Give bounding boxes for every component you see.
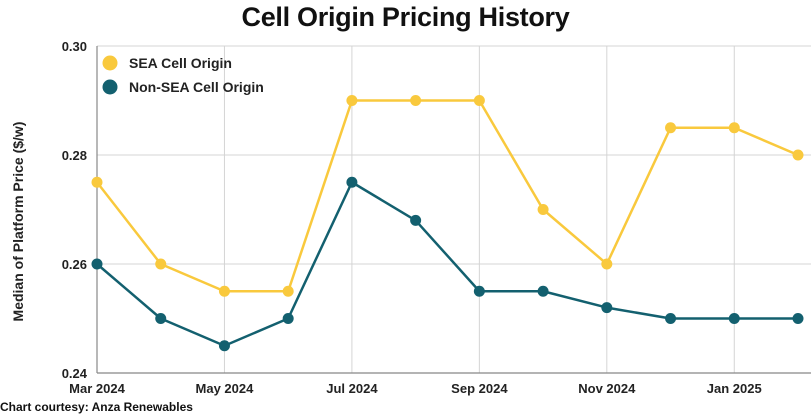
series-group — [91, 95, 804, 352]
x-tick-label: Sep 2024 — [451, 381, 508, 396]
data-point — [728, 313, 740, 324]
legend-label: Non-SEA Cell Origin — [129, 79, 264, 95]
data-point — [665, 122, 677, 134]
data-point — [346, 176, 358, 188]
x-tick-label: Nov 2024 — [578, 381, 636, 396]
grid-lines — [96, 45, 811, 374]
x-tick-label: Jan 2025 — [707, 381, 762, 396]
chart-credit: Chart courtesy: Anza Renewables — [0, 400, 193, 414]
series-line — [96, 181, 798, 347]
data-point — [601, 258, 613, 270]
data-point — [282, 285, 294, 297]
data-point — [792, 313, 804, 324]
data-point — [665, 313, 677, 324]
data-point — [537, 204, 549, 215]
data-point — [155, 313, 167, 324]
y-tick-label: 0.24 — [62, 366, 88, 381]
series-line — [96, 99, 799, 293]
data-point — [728, 122, 740, 134]
data-point — [346, 95, 358, 106]
legend: SEA Cell Origin Non-SEA Cell Origin — [102, 55, 264, 95]
x-tick-label: Jul 2024 — [326, 381, 378, 396]
data-point — [601, 302, 613, 314]
legend-marker — [102, 79, 118, 95]
y-tick-label: 0.28 — [62, 148, 87, 163]
legend-marker — [102, 55, 118, 71]
y-axis-label: Median of Platform Price ($/w) — [10, 122, 26, 322]
data-point — [155, 258, 167, 270]
data-point — [473, 95, 485, 106]
y-tick-label: 0.26 — [62, 257, 87, 272]
y-tick-label: 0.30 — [62, 39, 87, 54]
legend-label: SEA Cell Origin — [129, 55, 232, 71]
data-point — [792, 149, 804, 161]
data-point — [473, 285, 485, 297]
data-point — [410, 95, 422, 106]
axes: 0.24 0.26 0.28 0.30 Mar 2024 May 2024 Jul 2024… — [10, 39, 811, 396]
x-tick-label: Mar 2024 — [69, 381, 125, 396]
data-point — [91, 258, 103, 270]
chart-title: Cell Origin Pricing History — [241, 2, 570, 32]
series-0 — [91, 95, 804, 297]
data-point — [537, 285, 549, 297]
data-point — [91, 176, 103, 188]
x-tick-label: May 2024 — [196, 381, 255, 396]
data-point — [218, 285, 230, 297]
data-point — [410, 214, 422, 226]
data-point — [218, 340, 230, 352]
data-point — [282, 313, 294, 324]
series-1 — [91, 176, 804, 352]
